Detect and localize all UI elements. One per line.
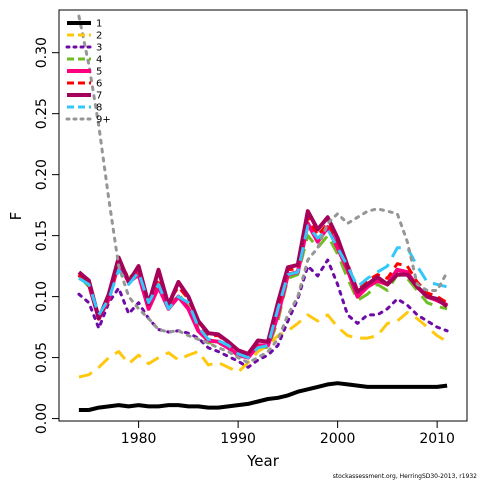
series-line-1 xyxy=(78,381,448,412)
legend-label: 1 xyxy=(96,19,102,30)
legend-label: 6 xyxy=(96,79,102,90)
y-axis-title: F xyxy=(7,212,25,221)
axes: 1980 1990 2000 2010 0.00 0.05 0.10 0.15 0.20 0.25… xyxy=(34,37,455,447)
series-layer xyxy=(77,14,449,412)
x-axis-title: Year xyxy=(246,452,280,470)
x-tick-label: 1980 xyxy=(121,431,157,447)
series-line-2 xyxy=(78,311,448,379)
x-tick-label: 1990 xyxy=(220,431,256,447)
y-tick-label: 0.00 xyxy=(34,403,50,434)
plot-area-frame xyxy=(58,9,468,422)
x-tick-label: 2010 xyxy=(419,431,455,447)
y-tick-label: 0.20 xyxy=(34,159,50,190)
legend-label: 4 xyxy=(96,55,102,66)
legend-label: 7 xyxy=(96,91,102,102)
legend-label: 8 xyxy=(96,103,102,114)
legend-label: 3 xyxy=(96,43,102,54)
y-tick-label: 0.15 xyxy=(34,220,50,251)
x-tick-label: 2000 xyxy=(320,431,356,447)
series-line-8 xyxy=(78,224,448,360)
series-line-6 xyxy=(77,215,448,356)
legend-label: 2 xyxy=(96,31,102,42)
series-line-9plus xyxy=(77,14,449,364)
y-tick-label: 0.10 xyxy=(34,281,50,312)
y-tick-label: 0.05 xyxy=(34,342,50,373)
series-line-7 xyxy=(77,209,449,356)
y-tick-label: 0.25 xyxy=(34,98,50,129)
credit-text: stockassessment.org, HerringSD30-2013, r… xyxy=(333,473,477,480)
y-tick-label: 0.30 xyxy=(34,37,50,68)
series-line-5 xyxy=(77,221,448,360)
series-line-3 xyxy=(77,258,449,369)
legend-label: 9+ xyxy=(96,115,111,126)
legend-label: 5 xyxy=(96,67,102,78)
